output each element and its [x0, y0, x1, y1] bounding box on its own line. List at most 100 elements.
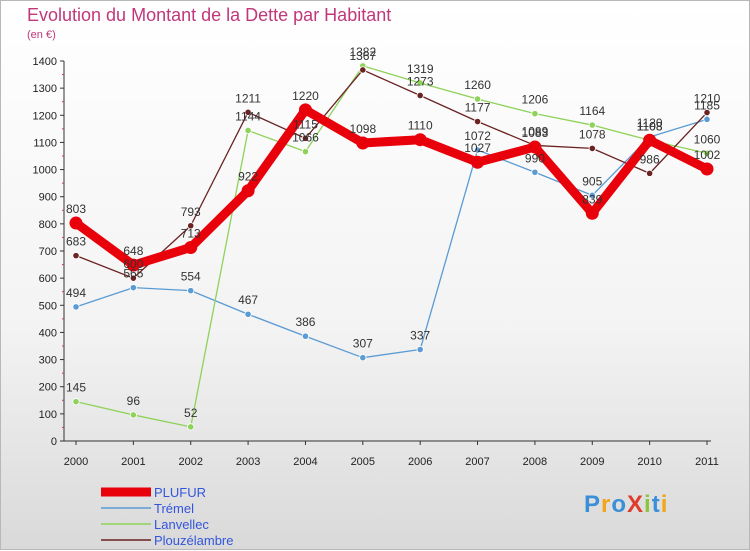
data-point [531, 110, 539, 118]
y-tick-label: 0 [51, 436, 57, 448]
data-label: 1382 [349, 45, 376, 59]
data-label: 1260 [464, 78, 491, 92]
data-label: 1144 [235, 109, 261, 123]
legend-label: Plouzélambre [154, 533, 234, 548]
data-label: 990 [525, 151, 545, 165]
data-label: 600 [123, 257, 143, 271]
legend-label: Lanvellec [154, 517, 209, 532]
data-point [471, 155, 485, 169]
data-point [301, 148, 310, 156]
data-label: 1108 [637, 119, 663, 133]
data-point [129, 284, 137, 292]
data-point [528, 140, 542, 154]
data-label: 1108 [637, 119, 663, 133]
data-point [588, 191, 596, 199]
data-label: 1273 [407, 74, 434, 88]
y-tick-label: 1000 [33, 165, 57, 177]
y-tick-label: 1300 [33, 83, 57, 95]
data-label: 1210 [694, 92, 721, 106]
x-tick-label: 2002 [178, 456, 202, 468]
data-point [473, 117, 482, 126]
data-label: 1319 [407, 62, 434, 76]
series-line-plufur [71, 105, 712, 270]
legend-label: Trémel [154, 501, 194, 516]
data-point [416, 79, 424, 87]
data-point [184, 240, 198, 254]
data-label: 986 [640, 152, 660, 166]
data-point [244, 108, 252, 116]
data-label: 1072 [464, 129, 491, 143]
data-label: 1110 [408, 119, 433, 133]
data-label: 905 [582, 174, 602, 188]
data-point [703, 115, 711, 123]
data-point [356, 136, 370, 150]
data-point [646, 169, 654, 177]
legend-label: PLUFUR [154, 485, 206, 500]
y-tick-label: 900 [39, 192, 57, 204]
y-tick-label: 600 [39, 273, 57, 285]
data-point [69, 216, 83, 230]
y-tick-label: 500 [39, 300, 57, 312]
data-point [413, 133, 427, 147]
data-point [703, 149, 711, 157]
data-point [643, 133, 657, 147]
data-label: 337 [410, 329, 430, 343]
data-label: 1206 [522, 93, 549, 107]
data-point [129, 411, 137, 419]
data-label: 1177 [465, 101, 491, 115]
x-tick-label: 2006 [408, 456, 432, 468]
data-label: 1002 [694, 148, 721, 162]
data-point [187, 287, 195, 295]
data-label: 648 [123, 244, 143, 258]
y-tick-label: 300 [39, 355, 57, 367]
logo-letter: t [651, 491, 661, 518]
data-label: 1066 [292, 131, 319, 145]
series-line-lanvellec [75, 65, 708, 428]
data-point [588, 144, 596, 152]
data-point [301, 134, 310, 142]
data-label: 713 [181, 226, 201, 240]
series-line-trémel [75, 118, 708, 359]
data-point [588, 121, 596, 129]
y-tick-label: 700 [39, 246, 57, 258]
data-point [473, 95, 482, 103]
data-label: 922 [238, 170, 258, 184]
y-tick-label: 400 [39, 327, 57, 339]
data-label: 1164 [579, 104, 605, 118]
x-tick-label: 2008 [523, 456, 547, 468]
data-point [700, 162, 714, 176]
x-tick-label: 2011 [695, 456, 719, 468]
logo-letter: r [601, 491, 612, 518]
data-label: 52 [184, 406, 198, 420]
proxiti-logo: ProXiti [584, 491, 668, 519]
data-label: 1115 [293, 117, 318, 131]
data-point [72, 252, 80, 260]
data-point [72, 398, 80, 406]
logo-letter: P [584, 491, 602, 518]
y-tick-label: 1100 [33, 137, 57, 149]
data-point [359, 66, 367, 74]
data-label: 683 [66, 235, 86, 249]
data-label: 467 [238, 293, 258, 307]
x-tick-label: 2007 [465, 456, 489, 468]
logo-letter: i [644, 491, 652, 518]
x-tick-label: 2000 [64, 456, 88, 468]
data-point [473, 146, 482, 154]
data-label: 1078 [579, 127, 606, 141]
data-label: 96 [127, 394, 141, 408]
data-label: 1089 [522, 124, 549, 138]
logo-letter: o [611, 491, 628, 518]
chart-unit: (en €) [27, 29, 56, 41]
data-point [187, 222, 195, 230]
data-label: 1027 [464, 141, 491, 155]
data-point [126, 258, 140, 272]
data-label: 1367 [349, 49, 376, 63]
data-label: 1060 [694, 132, 721, 146]
x-tick-label: 2001 [121, 456, 145, 468]
data-label: 1185 [694, 98, 720, 112]
data-label: 1083 [522, 126, 549, 140]
y-tick-label: 100 [39, 409, 57, 421]
x-tick-label: 2009 [580, 456, 604, 468]
data-point [241, 184, 255, 198]
